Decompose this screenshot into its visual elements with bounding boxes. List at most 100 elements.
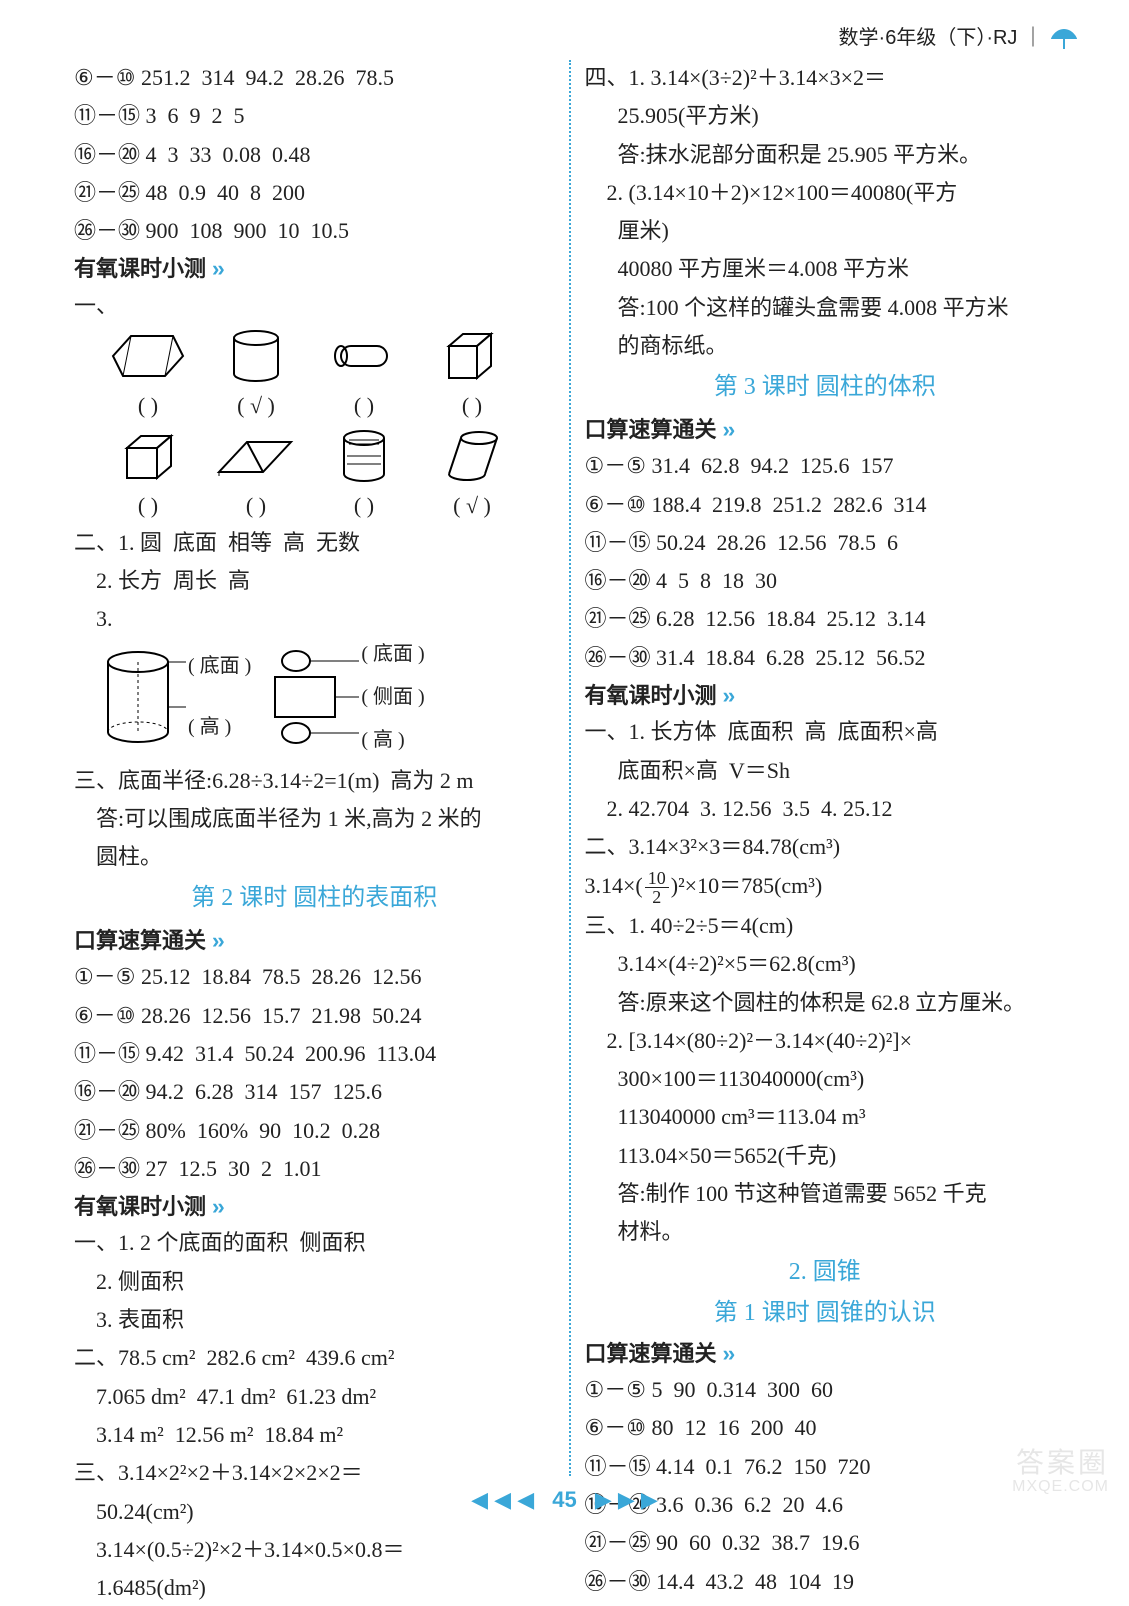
- text-line: ⑥－⑩ 28.26 12.56 15.7 21.98 50.24: [74, 998, 555, 1034]
- answer-blank: ( ): [206, 488, 306, 524]
- left-column: ⑥－⑩ 251.2 314 94.2 28.26 78.5 ⑪－⑮ 3 6 9 …: [60, 60, 569, 1476]
- text-line: ①－⑤ 31.4 62.8 94.2 125.6 157: [585, 448, 1066, 484]
- text-line: 一、1. 2 个底面的面积 侧面积: [74, 1225, 555, 1261]
- text-line: ㉖－㉚ 14.4 43.2 48 104 19: [585, 1564, 1066, 1600]
- text-line: 三、1. 40÷2÷5＝4(cm): [585, 908, 1066, 944]
- text-line: 一、1. 长方体 底面积 高 底面积×高: [585, 714, 1066, 750]
- lesson-subheading: 第 1 课时 圆锥的认识: [585, 1294, 1066, 1334]
- header-text: 数学·6年级（下）·RJ ｜: [839, 22, 1043, 55]
- text-line: 2. [3.14×(80÷2)²－3.14×(40÷2)²]×: [585, 1023, 1066, 1059]
- answer-blank: ( ): [314, 388, 414, 424]
- text-line: ㉖－㉚ 900 108 900 10 10.5: [74, 213, 555, 249]
- cylinder-diagram: [98, 647, 188, 747]
- chevrons-icon: ››: [723, 678, 734, 714]
- text-line: 3.14×(0.5÷2)²×2＋3.14×0.5×0.8＝: [74, 1532, 555, 1568]
- text-line: ㉖－㉚ 27 12.5 30 2 1.01: [74, 1151, 555, 1187]
- net-diagram: [261, 647, 361, 747]
- answer-row: ( ) ( √ ) ( ) ( ): [74, 388, 555, 424]
- text-line: 二、3.14×3²×3＝84.78(cm³): [585, 829, 1066, 865]
- text-line: ⑪－⑮ 50.24 28.26 12.56 78.5 6: [585, 525, 1066, 561]
- heading-text: 口算速算通关: [74, 923, 206, 959]
- text-line: 113.04×50＝5652(千克): [585, 1138, 1066, 1174]
- heading-text: 口算速算通关: [585, 412, 717, 448]
- shape-cube2: [98, 428, 198, 484]
- text-line: 3.14×(4÷2)²×5＝62.8(cm³): [585, 946, 1066, 982]
- text-line: 2. 42.704 3. 12.56 3.5 4. 25.12: [585, 791, 1066, 827]
- text-line: ⑪－⑮ 3 6 9 2 5: [74, 98, 555, 134]
- section-heading: 口算速算通关 ››: [74, 923, 555, 959]
- shapes-row: [74, 328, 555, 384]
- text-line: ⑯－⑳ 4 5 8 18 30: [585, 563, 1066, 599]
- text-line: 2. 侧面积: [74, 1264, 555, 1300]
- text-line: 二、1. 圆 底面 相等 高 无数: [74, 525, 555, 561]
- right-column: 四、1. 3.14×(3÷2)²＋3.14×3×2＝ 25.905(平方米) 答…: [571, 60, 1080, 1476]
- section-heading: 口算速算通关 ››: [585, 1336, 1066, 1372]
- text-line: 3. 表面积: [74, 1302, 555, 1338]
- text-line: ㉑－㉕ 80% 160% 90 10.2 0.28: [74, 1113, 555, 1149]
- shape-cylinder: [206, 328, 306, 384]
- shape-cylinder2: [314, 428, 414, 484]
- answer-check: ( √ ): [206, 388, 306, 424]
- lesson-subheading: 第 3 课时 圆柱的体积: [585, 368, 1066, 408]
- text-line: ⑪－⑮ 4.14 0.1 76.2 150 720: [585, 1449, 1066, 1485]
- watermark-line: 答案圈: [1012, 1448, 1109, 1479]
- text-line: ⑥－⑩ 80 12 16 200 40: [585, 1410, 1066, 1446]
- text-line: 答:可以围成底面半径为 1 米,高为 2 米的: [74, 801, 555, 837]
- footer-right-arrows: ▶ ▶ ▶: [595, 1487, 658, 1512]
- text-line: 四、1. 3.14×(3÷2)²＋3.14×3×2＝: [585, 60, 1066, 96]
- answer-blank: ( ): [98, 488, 198, 524]
- answer-blank: ( ): [314, 488, 414, 524]
- text-line: ㉑－㉕ 6.28 12.56 18.84 25.12 3.14: [585, 601, 1066, 637]
- section-heading: 口算速算通关 ››: [585, 412, 1066, 448]
- shape-hexprism: [98, 328, 198, 384]
- text-line: 3.: [74, 606, 113, 631]
- text-line: 答:原来这个圆柱的体积是 62.8 立方厘米。: [585, 985, 1066, 1021]
- heading-text: 口算速算通关: [585, 1336, 717, 1372]
- text-line: 的商标纸。: [585, 328, 1066, 364]
- page-body: ⑥－⑩ 251.2 314 94.2 28.26 78.5 ⑪－⑮ 3 6 9 …: [60, 60, 1079, 1476]
- formula-part: ²×10＝785(cm³): [678, 873, 822, 898]
- text-line: 厘米): [585, 213, 1066, 249]
- answer-blank: ( ): [98, 388, 198, 424]
- text-line: ①－⑤ 5 90 0.314 300 60: [585, 1372, 1066, 1408]
- question-label: 一、: [74, 288, 555, 324]
- section-heading: 有氧课时小测 ››: [74, 1189, 555, 1225]
- watermark: 答案圈 MXQE.COM: [1012, 1448, 1109, 1496]
- heading-text: 有氧课时小测: [74, 1189, 206, 1225]
- text-line: ①－⑤ 25.12 18.84 78.5 28.26 12.56: [74, 959, 555, 995]
- chevrons-icon: ››: [723, 1336, 734, 1372]
- text-line: ⑥－⑩ 188.4 219.8 251.2 282.6 314: [585, 487, 1066, 523]
- shapes-row: [74, 428, 555, 484]
- answer-row: ( ) ( ) ( ) ( √ ): [74, 488, 555, 524]
- text-line: ㉑－㉕ 90 60 0.32 38.7 19.6: [585, 1525, 1066, 1561]
- diagram-label: ( 侧面 ): [361, 681, 424, 714]
- section-subheading: 2. 圆锥: [585, 1253, 1066, 1293]
- chevrons-icon: ››: [212, 251, 223, 287]
- text-line: ⑥－⑩ 251.2 314 94.2 28.26 78.5: [74, 60, 555, 96]
- text-line: 40080 平方厘米＝4.008 平方米: [585, 251, 1066, 287]
- shape-prism: [206, 428, 306, 484]
- page-number: 45: [552, 1487, 576, 1512]
- heading-text: 有氧课时小测: [585, 678, 717, 714]
- diagram-label: ( 高 ): [361, 724, 424, 757]
- diagram-label: ( 底面 ): [188, 650, 251, 683]
- chevrons-icon: ››: [212, 923, 223, 959]
- text-line: 底面积×高 V＝Sh: [585, 753, 1066, 789]
- text-line: 答:制作 100 节这种管道需要 5652 千克: [585, 1176, 1066, 1212]
- lesson-subheading: 第 2 课时 圆柱的表面积: [74, 879, 555, 919]
- diagram-label: ( 底面 ): [361, 638, 424, 671]
- formula-part: 3.14×: [585, 873, 636, 898]
- chevrons-icon: ››: [212, 1189, 223, 1225]
- text-line: ㉖－㉚ 31.4 18.84 6.28 25.12 56.52: [585, 640, 1066, 676]
- page-footer: ◀ ◀ ◀ 45 ▶ ▶ ▶: [0, 1482, 1129, 1518]
- labeled-diagram: ( 底面 ) ( 高 ) ( 底面 ) ( 侧面 ) ( 高 ): [74, 638, 555, 757]
- text-line: 答:100 个这样的罐头盒需要 4.008 平方米: [585, 290, 1066, 326]
- text-line: ⑯－⑳ 4 3 33 0.08 0.48: [74, 137, 555, 173]
- page-header: 数学·6年级（下）·RJ ｜: [839, 22, 1079, 55]
- answer-check: ( √ ): [422, 488, 522, 524]
- section-heading: 有氧课时小测 ››: [585, 678, 1066, 714]
- text-line: 2. (3.14×10＋2)×12×100＝40080(平方: [585, 175, 1066, 211]
- text-line: 1.6485(dm²): [74, 1570, 555, 1606]
- diagram-label: ( 高 ): [188, 711, 251, 744]
- text-line: ⑪－⑮ 9.42 31.4 50.24 200.96 113.04: [74, 1036, 555, 1072]
